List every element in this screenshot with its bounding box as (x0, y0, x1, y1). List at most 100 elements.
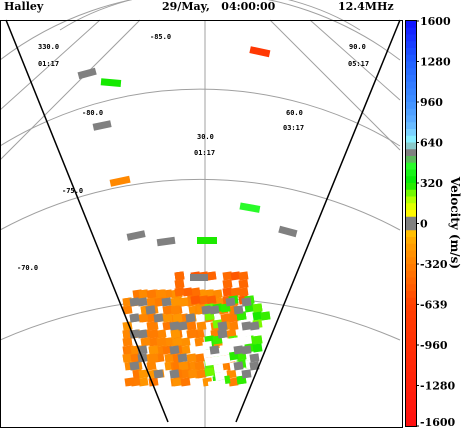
colorbar-segment (406, 318, 416, 326)
colorbar-segment (406, 41, 416, 49)
latitude-circle (59, 0, 361, 31)
colorbar-segment (406, 331, 416, 339)
velocity-cell (196, 369, 207, 379)
colorbar-segment (406, 122, 416, 130)
velocity-cell (156, 329, 167, 339)
colorbar-segment (406, 27, 416, 36)
colorbar-segment (406, 68, 416, 76)
velocity-cell (138, 313, 149, 323)
colorbar-axis-label: Velocity (m/s) (448, 176, 462, 269)
longitude-label: 330.0 (38, 43, 59, 51)
ground-scatter-cell (233, 361, 244, 371)
velocity-cell (148, 353, 159, 363)
velocity-cell (146, 297, 157, 307)
velocity-cell (194, 361, 205, 371)
velocity-cell (148, 345, 159, 355)
empty-cell (207, 380, 218, 390)
colorbar-segment (406, 216, 416, 225)
colorbar-segment (406, 95, 416, 103)
colorbar-segment (406, 230, 416, 238)
colorbar-segment (406, 405, 416, 414)
ground-scatter-cell (126, 230, 146, 241)
latitude-label: -75.0 (62, 187, 83, 195)
ground-scatter-cell (169, 369, 180, 379)
colorbar-tick-label: -960 (420, 339, 448, 352)
ground-scatter-cell (77, 67, 97, 80)
ground-scatter-cell (209, 305, 220, 315)
velocity-cell (239, 202, 261, 213)
latitude-circle (0, 178, 401, 231)
velocity-cell (194, 337, 205, 347)
ground-scatter-cell (137, 297, 148, 307)
ground-scatter-cell (249, 321, 260, 331)
empty-cell (214, 371, 225, 381)
latitude-circle (0, 0, 401, 61)
velocity-cell (122, 305, 133, 315)
colorbar-segment (406, 149, 416, 157)
latitude-circle (0, 88, 401, 147)
velocity-cell (180, 377, 191, 387)
velocity-cell (140, 337, 151, 347)
colorbar-segment (406, 142, 416, 150)
colorbar-segment (406, 311, 416, 319)
colorbar-segment (406, 419, 416, 427)
ground-scatter-cell (190, 274, 208, 281)
colorbar-segment (406, 61, 416, 69)
velocity-cell (190, 295, 201, 305)
velocity-cell (170, 305, 181, 315)
ground-scatter-cell (129, 361, 140, 371)
velocity-cell (138, 289, 149, 299)
velocity-cell (249, 46, 271, 58)
ground-scatter-cell (153, 369, 164, 379)
velocity-cell (186, 329, 197, 339)
velocity-cell (174, 287, 185, 297)
ground-scatter-cell (169, 321, 180, 331)
ground-scatter-cell (129, 297, 140, 307)
ground-scatter-cell (241, 345, 252, 355)
velocity-cell (198, 295, 209, 305)
velocity-cell (252, 303, 263, 313)
ground-scatter-cell (177, 321, 188, 331)
velocity-cell (172, 377, 183, 387)
velocity-cell (124, 377, 135, 387)
colorbar-segment (406, 358, 416, 366)
velocity-cell (109, 175, 131, 187)
velocity-cell (180, 345, 191, 355)
colorbar-tick-label: -1280 (420, 380, 456, 393)
empty-cell (219, 346, 230, 356)
velocity-cell (238, 271, 249, 281)
ground-scatter-cell (156, 236, 176, 247)
velocity-cell (174, 279, 185, 289)
ground-scatter-cell (201, 305, 212, 315)
velocity-cell (148, 337, 159, 347)
colorbar-segment (406, 162, 416, 171)
mlt-label: 01:17 (194, 149, 215, 157)
velocity-cells (77, 46, 298, 390)
colorbar-segment (406, 257, 416, 265)
colorbar-segment (406, 338, 416, 346)
latitude-label: -85.0 (150, 33, 171, 41)
velocity-cell (174, 271, 185, 281)
colorbar-segment (406, 412, 416, 420)
meridian-line (0, 19, 101, 111)
velocity-cell (178, 361, 189, 371)
velocity-cell (238, 287, 249, 297)
colorbar-tick-label: 640 (420, 137, 443, 150)
colorbar-tick-labels: 1600 1280 960 640 320 0 -320 -639 -960 -1280 -1600 (416, 15, 456, 428)
colorbar-segment (406, 351, 416, 360)
colorbar-tick-label: -639 (420, 298, 448, 311)
velocity-cell (222, 271, 233, 281)
velocity-cell (204, 367, 215, 377)
velocity-cell (206, 271, 217, 281)
velocity-cell (170, 329, 181, 339)
colorbar-segment (406, 392, 416, 400)
velocity-cell (122, 337, 133, 347)
empty-cell (213, 363, 224, 373)
colorbar-segment (406, 270, 416, 279)
ground-scatter-cell (249, 361, 260, 371)
colorbar-tick-label: -320 (420, 258, 448, 271)
colorbar-segment (406, 81, 416, 90)
colorbar-segment (406, 284, 416, 292)
